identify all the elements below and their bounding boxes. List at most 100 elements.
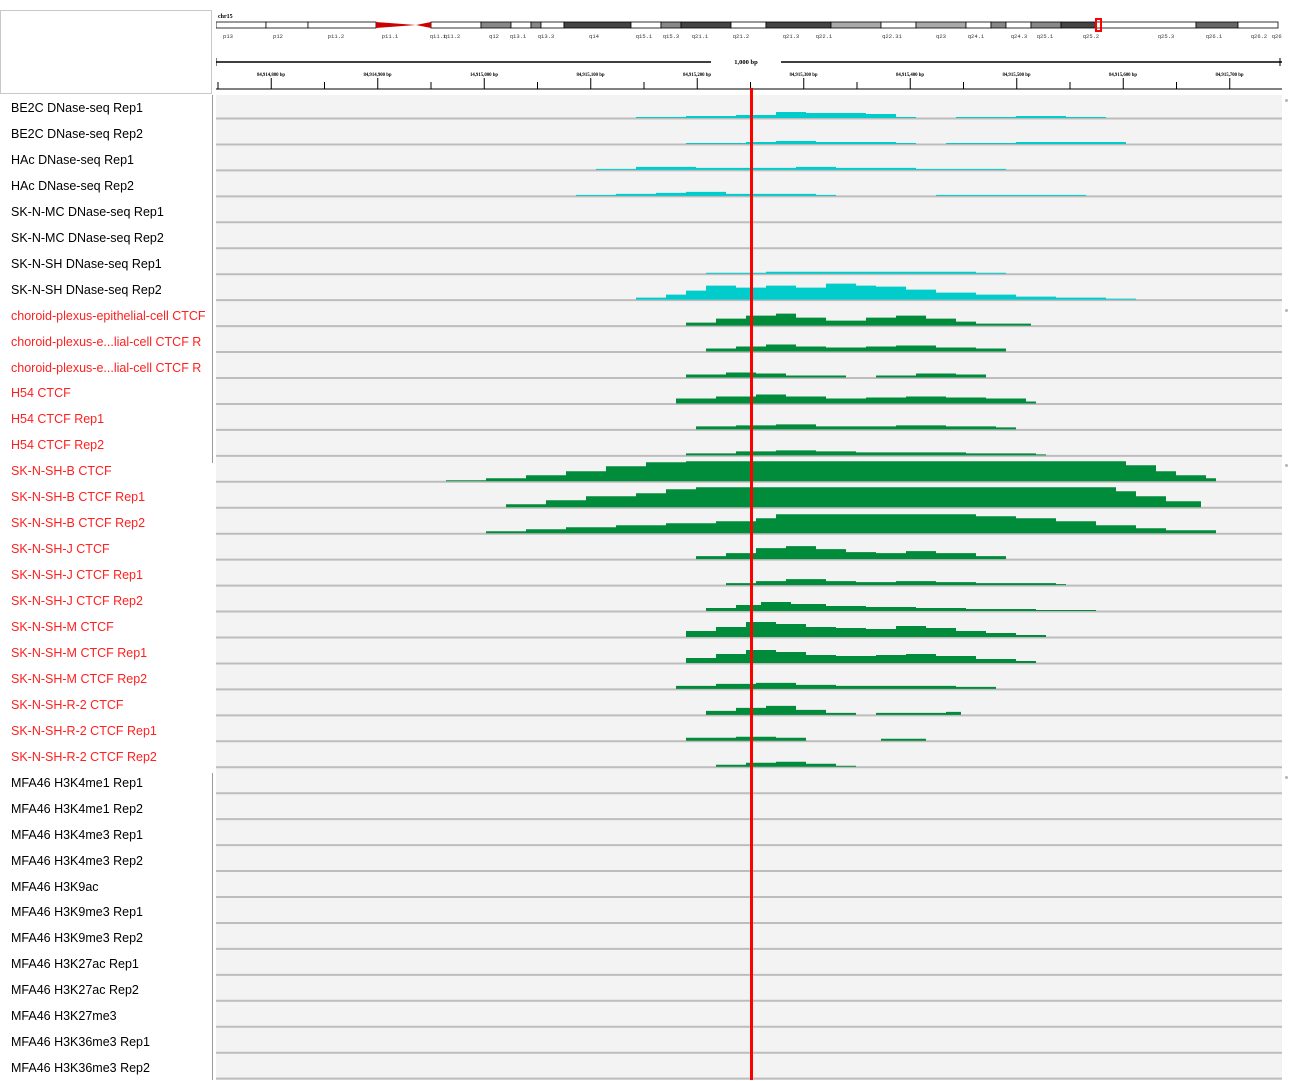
panel-divider <box>212 773 213 1080</box>
ruler-tick-label: 84,915,700 bp <box>1215 73 1243 78</box>
track-name-panel: BE2C DNase-seq Rep1 BE2C DNase-seq Rep2 HA… <box>0 0 213 1080</box>
cytoband-label: q21.1 <box>692 33 709 40</box>
ruler-tick-label: 84,914,900 bp <box>363 73 391 78</box>
scroll-indicator[interactable] <box>1285 309 1288 312</box>
track-name-label[interactable]: MFA46 H3K27ac Rep1 <box>11 957 139 972</box>
panel-divider <box>212 95 213 463</box>
signal-coverage <box>676 705 961 715</box>
signal-coverage <box>666 424 1016 430</box>
track-name-label[interactable]: MFA46 H3K27ac Rep2 <box>11 983 139 998</box>
track-name-label[interactable]: H54 CTCF Rep1 <box>11 412 105 427</box>
locus-header: chr15 p13 p12 p11.2 p11.1 q11.1 q11.2 q12 q13.1… <box>216 10 1282 94</box>
cytoband-label: q26.3 <box>1272 33 1282 40</box>
cytoband-label: p13 <box>223 33 233 40</box>
track-name-label[interactable]: SK-N-SH-B CTCF Rep2 <box>11 516 146 531</box>
cytoband-label: q15.3 <box>663 33 680 40</box>
ruler-tick-label: 14,915,000 bp <box>470 73 498 78</box>
signal-coverage <box>666 313 1031 326</box>
cytoband-label: q11.2 <box>444 33 461 40</box>
scroll-indicator[interactable] <box>1285 464 1288 467</box>
signal-coverage <box>446 514 1216 534</box>
track-name-label[interactable]: H54 CTCF <box>11 386 71 401</box>
track-name-label[interactable]: SK-N-SH-R-2 CTCF <box>11 697 124 712</box>
track-name-label[interactable]: H54 CTCF Rep2 <box>11 438 105 453</box>
track-name-label[interactable]: BE2C DNase-seq Rep2 <box>11 126 144 141</box>
signal-coverage <box>656 394 1036 404</box>
track-name-label[interactable]: SK-N-SH-R-2 CTCF Rep2 <box>11 749 157 764</box>
track-name-label[interactable]: MFA46 H3K4me3 Rep2 <box>11 853 144 868</box>
track-name-label[interactable]: MFA46 H3K4me3 Rep1 <box>11 827 144 842</box>
ruler-tick-label: 84,915,300 bp <box>789 73 817 78</box>
track-name-label[interactable]: SK-N-SH DNase-seq Rep1 <box>11 256 162 271</box>
track-name-label[interactable]: SK-N-MC DNase-seq Rep2 <box>11 230 164 245</box>
track-name-label[interactable]: HAc DNase-seq Rep2 <box>11 178 134 193</box>
cytoband-label: q13.3 <box>538 33 555 40</box>
track-name-label[interactable]: SK-N-MC DNase-seq Rep1 <box>11 204 164 219</box>
cytoband-label: q24.1 <box>968 33 985 40</box>
cytoband-label: q21.3 <box>783 33 800 40</box>
cytoband-label: q22.1 <box>816 33 833 40</box>
cytoband-label: q11.1 <box>430 33 447 40</box>
track-name-label[interactable]: MFA46 H3K27me3 <box>11 1009 117 1024</box>
track-name-label[interactable]: SK-N-SH-M CTCF Rep1 <box>11 645 148 660</box>
track-name-label[interactable]: HAc DNase-seq Rep1 <box>11 152 134 167</box>
track-name-label[interactable]: MFA46 H3K9me3 Rep2 <box>11 931 144 946</box>
cytoband-label: p12 <box>273 33 283 40</box>
signal-coverage <box>656 450 1046 456</box>
track-name-label[interactable]: SK-N-SH-J CTCF Rep1 <box>11 568 143 583</box>
track-name-label[interactable]: SK-N-SH-J CTCF <box>11 542 110 557</box>
track-name-label[interactable]: MFA46 H3K9ac <box>11 879 99 894</box>
track-name-label[interactable]: MFA46 H3K36me3 Rep2 <box>11 1061 150 1076</box>
track-name-label[interactable]: BE2C DNase-seq Rep1 <box>11 101 144 115</box>
signal-coverage <box>686 761 856 767</box>
track-data-panel[interactable] <box>216 95 1282 1080</box>
cytoband-label: q25.2 <box>1083 33 1100 40</box>
center-position-line <box>750 88 753 1080</box>
signal-coverage <box>646 682 996 689</box>
cytoband-label: q24.3 <box>1011 33 1028 40</box>
track-name-label[interactable]: MFA46 H3K36me3 Rep1 <box>11 1035 150 1050</box>
signal-coverage <box>686 271 1006 274</box>
track-name-label[interactable]: SK-N-SH-B CTCF <box>11 464 112 479</box>
track-name-label[interactable]: SK-N-SH-M CTCF <box>11 620 114 634</box>
cytoband-label: q26.2 <box>1251 33 1268 40</box>
scroll-indicator[interactable] <box>1285 776 1288 779</box>
track-name-label[interactable]: SK-N-SH DNase-seq Rep2 <box>11 282 162 297</box>
signal-coverage <box>656 140 1126 144</box>
cytoband-label: q25.1 <box>1037 33 1054 40</box>
track-name-label[interactable]: SK-N-SH-B CTCF Rep1 <box>11 490 146 505</box>
signal-coverage <box>466 487 1201 508</box>
cytoband-label: p11.2 <box>328 33 345 40</box>
signal-coverage <box>556 166 1006 170</box>
ruler-tick-label: 84,915,600 bp <box>1109 73 1137 78</box>
cytoband-label: q26.1 <box>1206 33 1223 40</box>
signal-coverage <box>676 546 1006 560</box>
cytoband-label: q12 <box>489 33 499 40</box>
track-name-label[interactable]: choroid-plexus-e...lial-cell CTCF R <box>11 360 202 375</box>
signal-coverage <box>656 622 1046 637</box>
scroll-indicator[interactable] <box>1285 99 1288 102</box>
ruler-tick-label: 84,915,100 bp <box>576 73 604 78</box>
ruler-tick-label: 84,914,800 bp <box>257 73 285 78</box>
track-name-label[interactable]: SK-N-SH-J CTCF Rep2 <box>11 594 143 609</box>
cytoband-label: p11.1 <box>382 33 399 40</box>
chromosome-label: chr15 <box>218 14 233 20</box>
track-name-label[interactable]: MFA46 H3K9me3 Rep1 <box>11 905 144 920</box>
track-name-label[interactable]: choroid-plexus-e...lial-cell CTCF R <box>11 334 202 349</box>
signal-coverage <box>666 736 926 741</box>
signal-coverage <box>656 372 986 378</box>
track-name-label[interactable]: MFA46 H3K4me1 Rep1 <box>11 775 144 790</box>
cytoband-label: q23 <box>936 33 946 40</box>
signal-coverage <box>616 112 1106 118</box>
signal-coverage <box>536 191 1086 196</box>
name-panel-header <box>0 10 212 94</box>
cytoband-label: q22.31 <box>882 33 903 40</box>
track-name-label[interactable]: SK-N-SH-R-2 CTCF Rep1 <box>11 723 157 738</box>
track-name-label[interactable]: choroid-plexus-epithelial-cell CTCF <box>11 308 206 323</box>
track-name-label[interactable]: MFA46 H3K4me1 Rep2 <box>11 801 144 816</box>
ruler-tick-label: 84,915,400 bp <box>896 73 924 78</box>
cytoband-label: q15.1 <box>636 33 653 40</box>
track-name-label[interactable]: SK-N-SH-M CTCF Rep2 <box>11 671 148 686</box>
cytoband-label: q13.1 <box>510 33 527 40</box>
